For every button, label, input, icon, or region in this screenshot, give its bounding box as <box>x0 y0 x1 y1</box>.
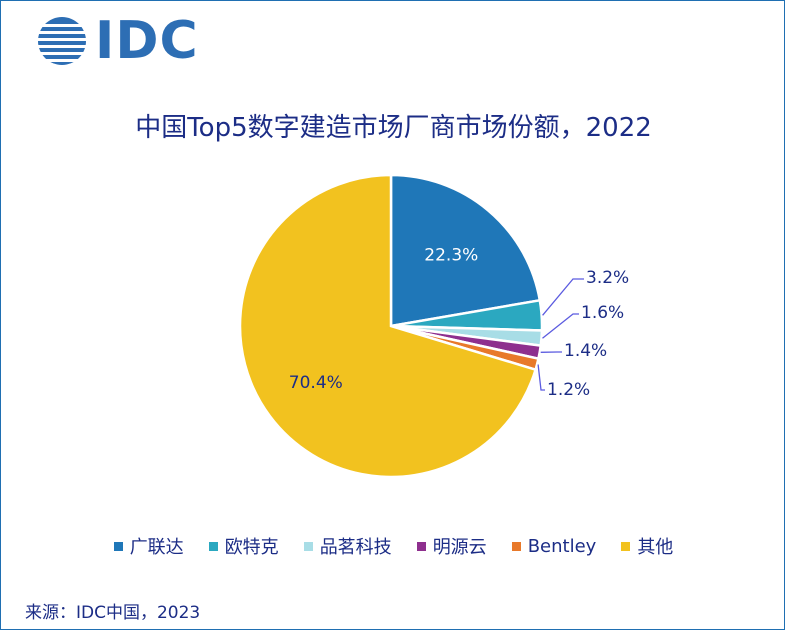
legend: 广联达 欧特克 品茗科技 明源云 Bentley 其他 <box>1 533 785 559</box>
data-label-4: 1.4% <box>564 341 607 361</box>
legend-swatch <box>114 542 123 551</box>
leader-line-2 <box>543 279 584 315</box>
legend-label: 欧特克 <box>225 533 279 559</box>
legend-item-6: 其他 <box>621 533 673 559</box>
legend-swatch <box>304 542 313 551</box>
legend-item-2: 欧特克 <box>209 533 279 559</box>
legend-label: 广联达 <box>130 533 184 559</box>
legend-swatch <box>621 542 630 551</box>
data-label-2: 3.2% <box>586 268 629 288</box>
leader-line-5 <box>538 365 545 391</box>
legend-label: Bentley <box>528 536 597 557</box>
legend-swatch <box>209 542 218 551</box>
legend-item-4: 明源云 <box>417 533 487 559</box>
legend-item-1: 广联达 <box>114 533 184 559</box>
source-note: 来源：IDC中国，2023 <box>25 598 200 623</box>
legend-swatch <box>417 542 426 551</box>
legend-label: 品茗科技 <box>320 533 392 559</box>
data-label-6: 70.4% <box>289 373 343 393</box>
data-label-3: 1.6% <box>581 303 624 323</box>
data-label-5: 1.2% <box>547 380 590 400</box>
legend-item-5: Bentley <box>512 533 597 559</box>
data-label-1: 22.3% <box>424 245 478 265</box>
legend-swatch <box>512 542 521 551</box>
leader-line-3 <box>543 314 580 338</box>
legend-label: 明源云 <box>433 533 487 559</box>
legend-item-3: 品茗科技 <box>304 533 392 559</box>
legend-label: 其他 <box>637 533 673 559</box>
